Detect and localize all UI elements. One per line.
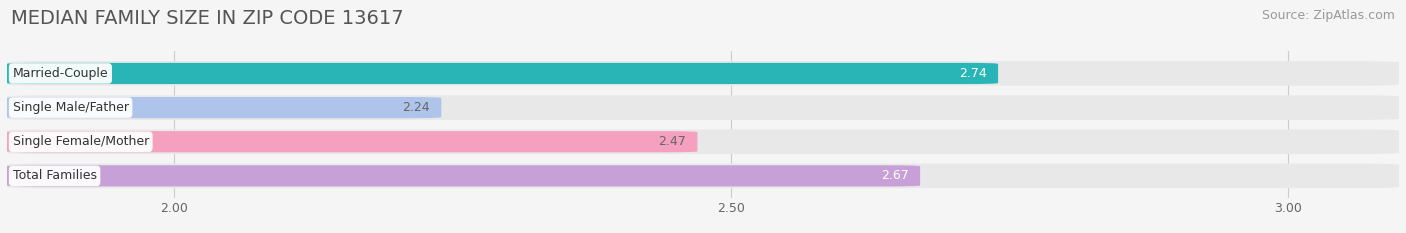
Text: Source: ZipAtlas.com: Source: ZipAtlas.com [1261, 9, 1395, 22]
Text: 2.67: 2.67 [882, 169, 910, 182]
Text: Single Male/Father: Single Male/Father [13, 101, 128, 114]
FancyBboxPatch shape [7, 61, 1399, 86]
FancyBboxPatch shape [7, 95, 1399, 120]
FancyBboxPatch shape [7, 130, 1399, 154]
Text: Single Female/Mother: Single Female/Mother [13, 135, 149, 148]
FancyBboxPatch shape [7, 97, 441, 118]
Text: 2.47: 2.47 [658, 135, 686, 148]
FancyBboxPatch shape [7, 164, 1399, 188]
Text: 2.74: 2.74 [959, 67, 987, 80]
Text: Total Families: Total Families [13, 169, 97, 182]
Text: MEDIAN FAMILY SIZE IN ZIP CODE 13617: MEDIAN FAMILY SIZE IN ZIP CODE 13617 [11, 9, 404, 28]
Text: Married-Couple: Married-Couple [13, 67, 108, 80]
FancyBboxPatch shape [7, 165, 920, 186]
FancyBboxPatch shape [7, 131, 697, 152]
Text: 2.24: 2.24 [402, 101, 430, 114]
FancyBboxPatch shape [7, 63, 998, 84]
